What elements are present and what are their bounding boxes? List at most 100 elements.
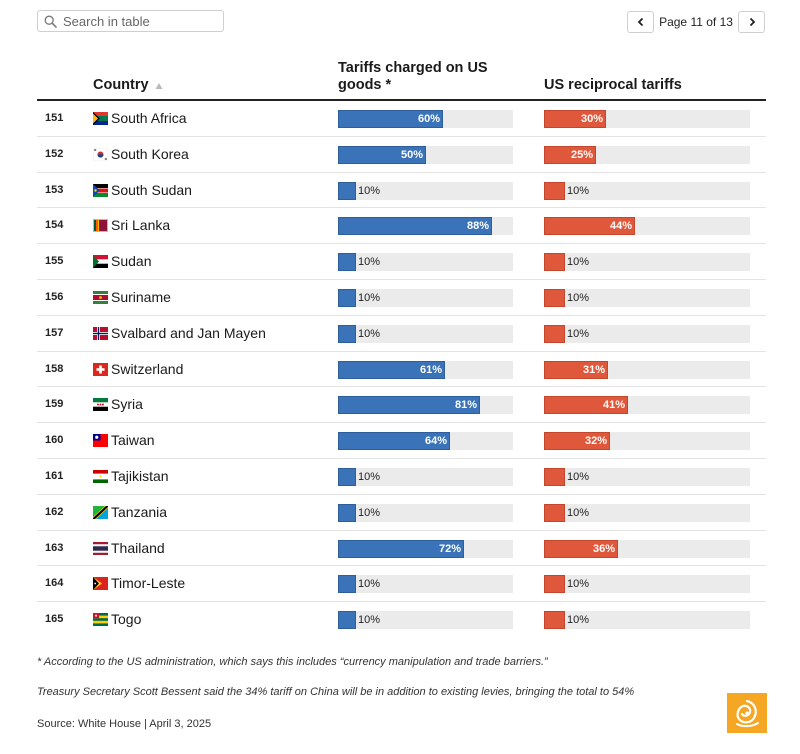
tariff-track: 10% (338, 467, 513, 486)
reciprocal-value-label: 10% (567, 470, 590, 483)
reciprocal-bar (544, 288, 565, 307)
page-indicator: Page 11 of 13 (659, 15, 733, 29)
south-africa-flag-icon (93, 112, 108, 125)
tariff-value-label: 72% (438, 542, 461, 555)
row-rank: 160 (45, 434, 64, 447)
reciprocal-value-label: 10% (567, 291, 590, 304)
chevron-right-icon (749, 17, 755, 27)
reciprocal-bar (544, 181, 565, 200)
row-rank: 163 (45, 541, 64, 554)
reciprocal-bar (544, 432, 610, 451)
tariff-track: 10% (338, 253, 513, 272)
search-box[interactable] (37, 10, 224, 32)
table-row: 165 Togo 10% 10% (37, 602, 766, 638)
reciprocal-bar (544, 503, 565, 522)
row-country: Timor-Leste (111, 575, 186, 592)
al-jazeera-logo-icon (727, 693, 767, 733)
reciprocal-track: 41% (544, 396, 750, 415)
row-rank: 161 (45, 469, 64, 482)
reciprocal-value-label: 10% (567, 327, 590, 340)
norway-flag-icon (93, 326, 108, 340)
row-rank: 157 (45, 326, 64, 339)
row-country: Tanzania (111, 503, 168, 520)
reciprocal-track: 10% (544, 575, 750, 594)
reciprocal-value-label: 10% (567, 184, 590, 197)
country-column-header[interactable]: Country (93, 77, 163, 94)
tariff-value-label: 10% (358, 470, 381, 483)
togo-flag-icon (93, 613, 108, 627)
row-country: Sri Lanka (111, 217, 171, 234)
tariff-track: 10% (338, 181, 513, 200)
tariff-track: 64% (338, 432, 513, 451)
reciprocal-bar (544, 360, 608, 379)
row-rank: 156 (45, 290, 64, 303)
tariffs-column-header: Tariffs charged on US goods * (338, 60, 488, 93)
reciprocal-bar (544, 467, 565, 486)
tariff-track: 72% (338, 539, 513, 558)
reciprocal-column-header: US reciprocal tariffs (544, 77, 682, 93)
reciprocal-track: 10% (544, 324, 750, 343)
prev-page-button[interactable] (627, 11, 654, 33)
tariff-value-label: 50% (400, 148, 423, 161)
timor-leste-flag-icon (93, 577, 108, 591)
footnote: * According to the US administration, wh… (37, 656, 548, 668)
south-sudan-flag-icon (93, 183, 108, 197)
reciprocal-track: 32% (544, 432, 750, 451)
row-country: Togo (111, 611, 142, 628)
table-header: Country Tariffs charged on US goods * US… (37, 58, 766, 101)
search-input[interactable] (63, 13, 213, 29)
tariff-track: 10% (338, 611, 513, 630)
row-rank: 152 (45, 147, 64, 160)
tariff-bar (338, 539, 464, 558)
table-row: 160 Taiwan 64% 32% (37, 423, 766, 459)
pagination: Page 11 of 13 (627, 10, 765, 34)
reciprocal-value-label: 41% (602, 399, 625, 412)
tajikistan-flag-icon (93, 469, 108, 483)
row-country: Taiwan (111, 432, 155, 449)
tariff-bar (338, 253, 356, 272)
row-rank: 165 (45, 613, 64, 626)
reciprocal-track: 10% (544, 503, 750, 522)
taiwan-flag-icon (93, 434, 108, 448)
reciprocal-value-label: 32% (584, 435, 607, 448)
reciprocal-bar (544, 611, 565, 630)
row-country: Thailand (111, 539, 165, 556)
sudan-flag-icon (93, 255, 108, 269)
reciprocal-track: 31% (544, 360, 750, 379)
bessent-note: Treasury Secretary Scott Bessent said th… (37, 686, 635, 698)
row-rank: 155 (45, 255, 64, 268)
south-korea-flag-icon (93, 147, 108, 161)
next-page-button[interactable] (738, 11, 765, 33)
row-country: South Sudan (111, 181, 192, 198)
switzerland-flag-icon (93, 362, 108, 376)
reciprocal-bar (544, 324, 565, 343)
tariff-value-label: 10% (358, 256, 381, 269)
tariff-bar (338, 324, 356, 343)
tariff-bar (338, 432, 450, 451)
thailand-flag-icon (93, 541, 108, 555)
reciprocal-value-label: 25% (570, 148, 593, 161)
reciprocal-bar (544, 217, 635, 236)
search-icon (44, 15, 57, 28)
sri-lanka-flag-icon (93, 219, 108, 233)
row-country: Switzerland (111, 360, 184, 377)
tariff-value-label: 81% (454, 399, 477, 412)
reciprocal-track: 44% (544, 217, 750, 236)
row-country: Sudan (111, 253, 152, 270)
table-row: 152 South Korea 50% 25% (37, 137, 766, 173)
tariff-value-label: 10% (358, 506, 381, 519)
table-row: 154 Sri Lanka 88% 44% (37, 208, 766, 245)
reciprocal-track: 10% (544, 253, 750, 272)
syria-flag-icon (93, 398, 108, 412)
table-row: 156 Suriname 10% 10% (37, 280, 766, 316)
tariff-value-label: 10% (358, 327, 381, 340)
reciprocal-value-label: 10% (567, 578, 590, 591)
tariff-value-label: 10% (358, 184, 381, 197)
reciprocal-bar (544, 539, 618, 558)
tariff-track: 61% (338, 360, 513, 379)
table-row: 162 Tanzania 10% 10% (37, 495, 766, 531)
row-country: Svalbard and Jan Mayen (111, 324, 266, 341)
reciprocal-bar (544, 253, 565, 272)
reciprocal-track: 25% (544, 145, 750, 164)
row-country: Suriname (111, 288, 171, 305)
